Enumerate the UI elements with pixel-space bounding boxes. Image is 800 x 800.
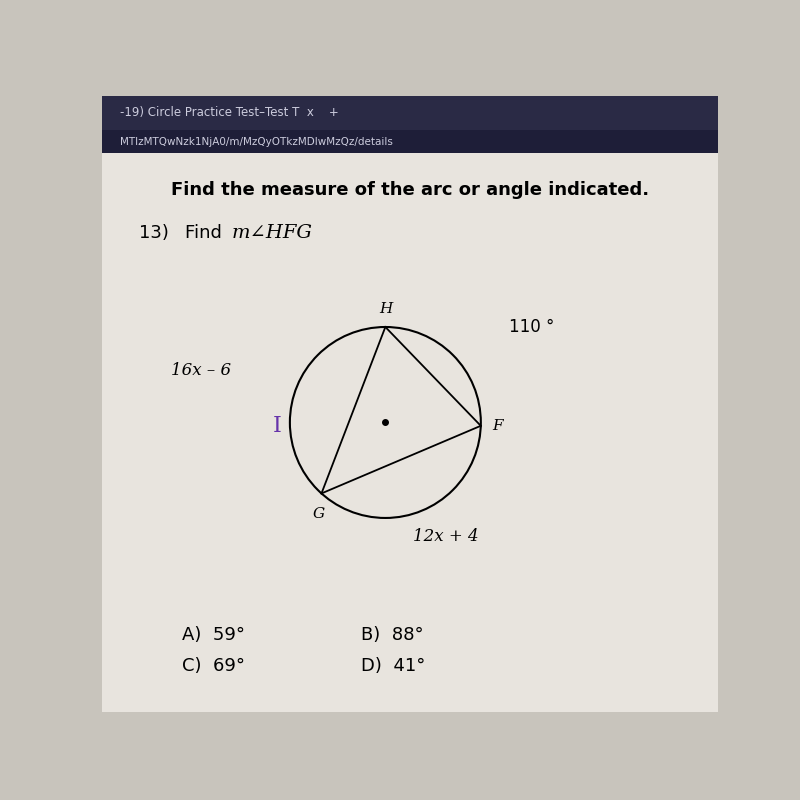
Text: H: H	[378, 302, 392, 316]
Text: D)  41°: D) 41°	[361, 657, 425, 675]
Text: 16x – 6: 16x – 6	[171, 362, 231, 378]
Text: -19) Circle Practice Test–Test T  x    +: -19) Circle Practice Test–Test T x +	[121, 106, 339, 119]
Text: C)  69°: C) 69°	[182, 657, 245, 675]
Text: B)  88°: B) 88°	[361, 626, 423, 644]
FancyBboxPatch shape	[102, 96, 718, 130]
Text: 110 °: 110 °	[509, 318, 554, 336]
Text: F: F	[492, 419, 502, 433]
Text: 12x + 4: 12x + 4	[413, 528, 478, 545]
Text: Find: Find	[185, 224, 228, 242]
Text: MTIzMTQwNzk1NjA0/m/MzQyOTkzMDIwMzQz/details: MTIzMTQwNzk1NjA0/m/MzQyOTkzMDIwMzQz/deta…	[121, 137, 394, 146]
FancyBboxPatch shape	[102, 154, 718, 712]
Text: Find the measure of the arc or angle indicated.: Find the measure of the arc or angle ind…	[171, 182, 649, 199]
Text: I: I	[273, 414, 282, 437]
Text: A)  59°: A) 59°	[182, 626, 245, 644]
FancyBboxPatch shape	[102, 130, 718, 154]
Text: G: G	[312, 507, 325, 521]
Text: 13): 13)	[139, 224, 169, 242]
Text: m∠HFG: m∠HFG	[231, 224, 312, 242]
